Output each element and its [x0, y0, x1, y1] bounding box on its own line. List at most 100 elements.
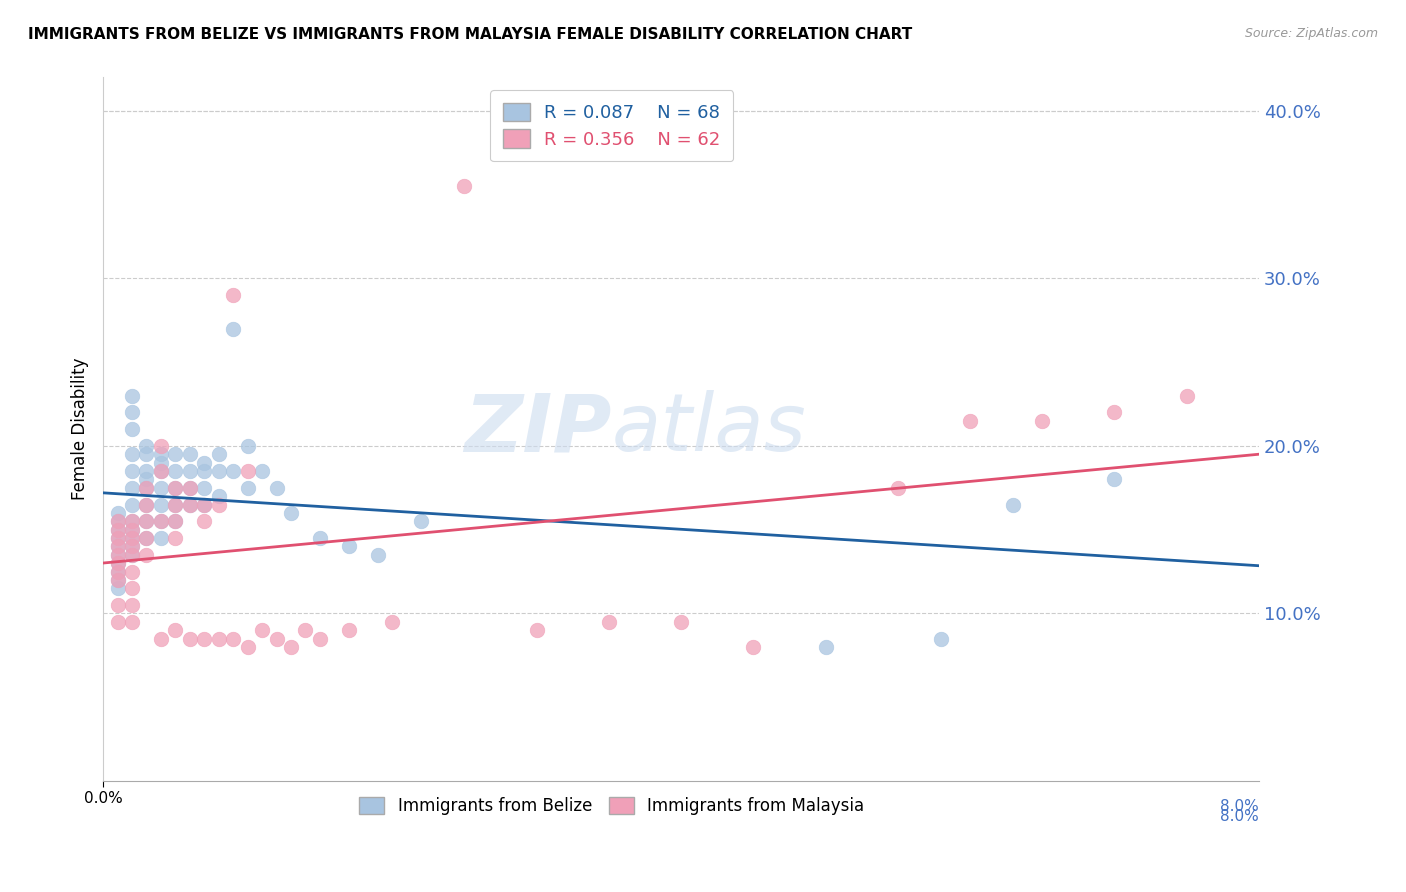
Point — [107, 548, 129, 562]
Point — [669, 615, 692, 629]
Point — [149, 439, 172, 453]
Point — [179, 447, 201, 461]
Point — [107, 556, 129, 570]
Point — [107, 565, 129, 579]
Point — [179, 632, 201, 646]
Point — [107, 548, 129, 562]
Point — [135, 473, 157, 487]
Point — [121, 582, 143, 596]
Point — [222, 464, 245, 478]
Point — [236, 640, 259, 654]
Point — [250, 464, 273, 478]
Point — [121, 422, 143, 436]
Point — [121, 481, 143, 495]
Point — [208, 447, 231, 461]
Point — [121, 498, 143, 512]
Point — [165, 498, 187, 512]
Point — [107, 540, 129, 554]
Point — [308, 531, 330, 545]
Point — [193, 456, 215, 470]
Point — [193, 481, 215, 495]
Text: atlas: atlas — [612, 390, 807, 468]
Point — [149, 464, 172, 478]
Point — [236, 481, 259, 495]
Text: 8.0%: 8.0% — [1220, 809, 1258, 824]
Point — [453, 179, 475, 194]
Point — [121, 514, 143, 528]
Point — [959, 414, 981, 428]
Point — [121, 523, 143, 537]
Point — [121, 548, 143, 562]
Point — [165, 464, 187, 478]
Point — [135, 481, 157, 495]
Point — [929, 632, 952, 646]
Point — [1002, 498, 1025, 512]
Point — [135, 498, 157, 512]
Point — [107, 573, 129, 587]
Point — [165, 498, 187, 512]
Point — [149, 531, 172, 545]
Point — [135, 481, 157, 495]
Point — [107, 565, 129, 579]
Text: 8.0%: 8.0% — [1220, 798, 1258, 814]
Point — [121, 540, 143, 554]
Point — [367, 548, 389, 562]
Point — [179, 481, 201, 495]
Point — [121, 405, 143, 419]
Point — [1175, 389, 1198, 403]
Point — [107, 556, 129, 570]
Point — [179, 481, 201, 495]
Point — [236, 439, 259, 453]
Point — [250, 624, 273, 638]
Point — [222, 632, 245, 646]
Point — [107, 531, 129, 545]
Point — [165, 481, 187, 495]
Point — [337, 540, 360, 554]
Point — [149, 464, 172, 478]
Point — [193, 464, 215, 478]
Point — [208, 632, 231, 646]
Legend: Immigrants from Belize, Immigrants from Malaysia: Immigrants from Belize, Immigrants from … — [353, 790, 870, 822]
Point — [165, 514, 187, 528]
Text: IMMIGRANTS FROM BELIZE VS IMMIGRANTS FROM MALAYSIA FEMALE DISABILITY CORRELATION: IMMIGRANTS FROM BELIZE VS IMMIGRANTS FRO… — [28, 27, 912, 42]
Point — [149, 447, 172, 461]
Point — [121, 615, 143, 629]
Point — [107, 540, 129, 554]
Point — [381, 615, 404, 629]
Point — [280, 640, 302, 654]
Point — [135, 531, 157, 545]
Point — [121, 447, 143, 461]
Point — [222, 288, 245, 302]
Point — [121, 389, 143, 403]
Point — [135, 498, 157, 512]
Point — [1031, 414, 1053, 428]
Point — [193, 498, 215, 512]
Point — [107, 573, 129, 587]
Point — [308, 632, 330, 646]
Point — [135, 464, 157, 478]
Point — [208, 489, 231, 503]
Point — [266, 632, 288, 646]
Point — [526, 624, 548, 638]
Point — [107, 523, 129, 537]
Point — [149, 456, 172, 470]
Point — [121, 523, 143, 537]
Point — [266, 481, 288, 495]
Point — [107, 514, 129, 528]
Point — [121, 514, 143, 528]
Point — [222, 322, 245, 336]
Point — [280, 506, 302, 520]
Point — [179, 464, 201, 478]
Point — [121, 531, 143, 545]
Point — [149, 514, 172, 528]
Point — [121, 565, 143, 579]
Point — [887, 481, 910, 495]
Point — [135, 548, 157, 562]
Point — [107, 598, 129, 612]
Point — [107, 514, 129, 528]
Y-axis label: Female Disability: Female Disability — [72, 358, 89, 500]
Point — [121, 548, 143, 562]
Point — [193, 514, 215, 528]
Point — [1104, 405, 1126, 419]
Point — [208, 498, 231, 512]
